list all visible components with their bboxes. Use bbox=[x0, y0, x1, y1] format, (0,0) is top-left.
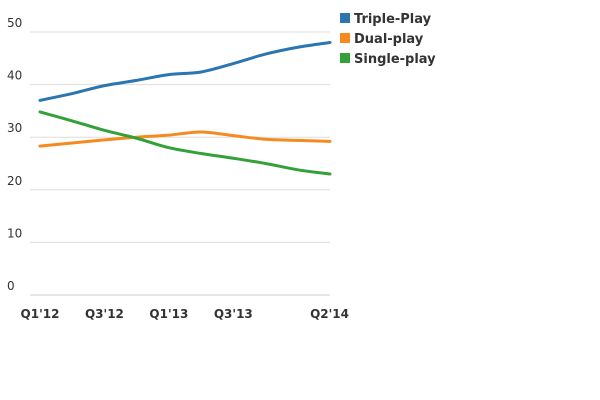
legend-swatch bbox=[340, 53, 350, 63]
y-axis-ticks: 0 10 20 30 40 50 bbox=[7, 16, 22, 293]
x-tick-label: Q1'12 bbox=[21, 307, 60, 321]
legend-item[interactable]: Triple-Play bbox=[340, 12, 432, 27]
series-line-single-play bbox=[38, 110, 332, 176]
legend-swatch bbox=[340, 33, 350, 43]
series-line-dual-play bbox=[38, 130, 332, 148]
y-tick-label: 50 bbox=[7, 16, 22, 30]
legend-label: Dual-play bbox=[354, 32, 424, 47]
y-tick-label: 10 bbox=[7, 226, 22, 240]
legend-item[interactable]: Dual-play bbox=[340, 32, 424, 47]
x-tick-label: Q3'12 bbox=[85, 307, 124, 321]
y-tick-label: 40 bbox=[7, 69, 22, 83]
legend: Triple-Play Dual-play Single-play bbox=[340, 12, 436, 67]
x-axis-ticks: Q1'12 Q3'12 Q1'13 Q3'13 Q2'14 bbox=[21, 307, 349, 321]
x-tick-label: Q2'14 bbox=[310, 307, 349, 321]
grid bbox=[30, 31, 330, 296]
legend-swatch bbox=[340, 13, 350, 23]
legend-label: Single-play bbox=[354, 52, 436, 67]
y-tick-label: 20 bbox=[7, 174, 22, 188]
legend-item[interactable]: Single-play bbox=[340, 52, 436, 67]
x-tick-label: Q3'13 bbox=[214, 307, 253, 321]
y-tick-label: 0 bbox=[7, 279, 15, 293]
series-lines bbox=[38, 41, 332, 176]
y-tick-label: 30 bbox=[7, 121, 22, 135]
series-line-triple-play bbox=[38, 41, 332, 102]
legend-label: Triple-Play bbox=[354, 12, 432, 27]
x-tick-label: Q1'13 bbox=[149, 307, 188, 321]
